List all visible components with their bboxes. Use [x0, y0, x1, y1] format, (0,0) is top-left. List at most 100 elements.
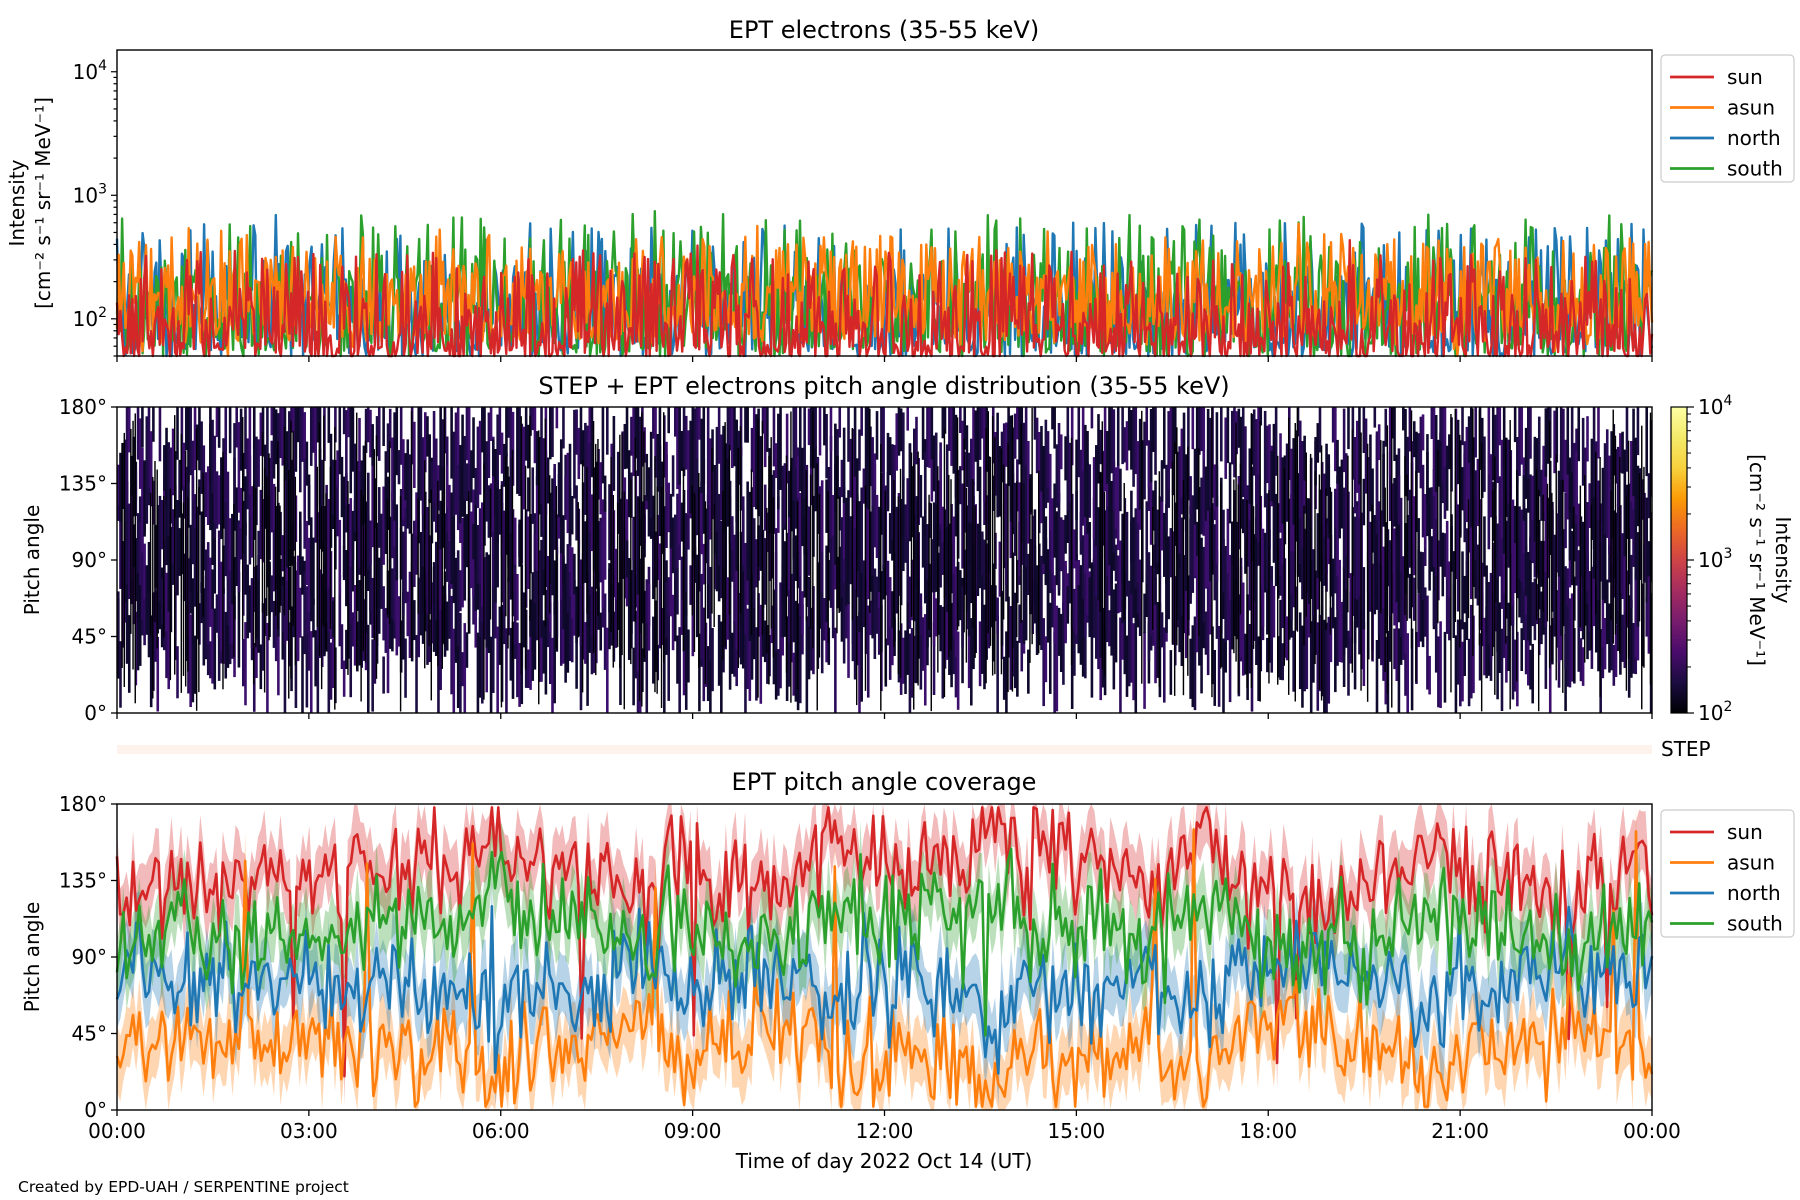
pad-heatmap-cell — [882, 565, 885, 600]
pad-heatmap-cell — [1601, 467, 1605, 523]
pad-heatmap-cell — [1200, 407, 1203, 452]
pad-heatmap-cell — [342, 476, 346, 578]
pad-heatmap-cell — [788, 470, 791, 518]
pad-heatmap-cell — [452, 431, 456, 517]
pad-heatmap-cell — [1141, 410, 1143, 684]
pad-heatmap-cell — [1084, 529, 1087, 638]
pad-heatmap-cell — [1421, 597, 1425, 648]
pad-heatmap-cell — [1173, 407, 1177, 455]
pad-heatmap-cell — [213, 521, 217, 594]
pad-heatmap-cell — [202, 472, 204, 617]
pad-heatmap-cell — [494, 449, 497, 515]
pad-heatmap-cell — [1395, 454, 1399, 537]
pad-heatmap-cell — [663, 612, 666, 713]
pad-heatmap-cell — [1097, 414, 1100, 484]
pad-heatmap-cell — [998, 446, 1002, 517]
pad-heatmap-cell — [1292, 630, 1295, 692]
pad-heatmap-cell — [1255, 419, 1258, 503]
pad-heatmap-cell — [1634, 437, 1638, 498]
pad-heatmap-cell — [1325, 622, 1328, 713]
pad-heatmap-cell — [209, 557, 212, 627]
pad-heatmap-cell — [1114, 467, 1118, 529]
pad-heatmap-cell — [895, 506, 899, 614]
pad-heatmap-cell — [456, 436, 460, 531]
pad-heatmap — [117, 407, 1653, 713]
step-strip-label: STEP — [1661, 737, 1711, 761]
pad-heatmap-cell — [548, 602, 552, 684]
pad-heatmap-cell — [138, 418, 142, 489]
pad-heatmap-cell — [884, 490, 886, 683]
pad-heatmap-cell — [1647, 575, 1651, 654]
pad-heatmap-cell — [577, 502, 579, 638]
pad-heatmap-cell — [1222, 638, 1225, 713]
pad-heatmap-cell — [772, 407, 776, 467]
pad-heatmap-cell — [1252, 506, 1255, 649]
pad-heatmap-cell — [491, 515, 495, 588]
pad-heatmap-cell — [340, 624, 344, 669]
pad-heatmap-cell — [809, 607, 813, 671]
pad-heatmap-cell — [1601, 643, 1605, 679]
pad-heatmap-cell — [910, 628, 914, 698]
pad-heatmap-cell — [1112, 589, 1116, 690]
pad-heatmap-cell — [1531, 582, 1534, 627]
pad-heatmap-cell — [855, 500, 858, 706]
pad-heatmap-cell — [285, 551, 289, 641]
pad-heatmap-cell — [478, 420, 482, 495]
pad-heatmap-cell — [1331, 407, 1335, 443]
pad-heatmap-cell — [680, 502, 684, 542]
pad-heatmap-cell — [1474, 470, 1477, 560]
pad-heatmap-cell — [647, 583, 651, 651]
pad-heatmap-cell — [676, 493, 679, 568]
coverage-x-tick-label: 00:00 — [88, 1119, 146, 1143]
pad-heatmap-cell — [1009, 606, 1013, 690]
pad-heatmap-cell — [518, 523, 521, 567]
pad-heatmap-cell — [1257, 407, 1260, 475]
pad-heatmap-cell — [1360, 432, 1362, 691]
pad-heatmap-cell — [489, 636, 493, 713]
pad-heatmap-cell — [1597, 480, 1600, 520]
pad-heatmap-cell — [377, 407, 381, 461]
pad-heatmap-cell — [527, 649, 530, 688]
pad-heatmap-cell — [1022, 472, 1026, 556]
pad-heatmap-cell — [1625, 495, 1628, 691]
pad-heatmap-cell — [1603, 503, 1607, 604]
pad-heatmap-cell — [750, 427, 754, 473]
pad-heatmap-cell — [1230, 410, 1234, 465]
pad-heatmap-cell — [538, 430, 540, 705]
pad-heatmap-cell — [334, 427, 336, 710]
pad-heatmap-cell — [325, 493, 327, 650]
pad-heatmap-cell — [1114, 583, 1118, 663]
pad-heatmap-cell — [794, 600, 798, 702]
pad-heatmap-cell — [669, 493, 673, 549]
pad-heatmap-cell — [160, 578, 164, 625]
pad-heatmap-cell — [1614, 624, 1618, 677]
pad-heatmap-cell — [1529, 649, 1532, 690]
pad-heatmap-cell — [636, 407, 640, 476]
pad-heatmap-cell — [237, 422, 241, 513]
pad-heatmap-cell — [1419, 551, 1423, 642]
pad-heatmap-cell — [834, 627, 837, 713]
pad-heatmap-cell — [551, 637, 554, 713]
pad-heatmap-cell — [1564, 566, 1567, 670]
pad-heatmap-cell — [838, 496, 840, 613]
pad-heatmap-cell — [535, 431, 539, 486]
pad-heatmap-cell — [248, 585, 252, 633]
pad-heatmap-cell — [654, 456, 656, 693]
pad-heatmap-cell — [1180, 604, 1184, 666]
pad-y-tick-label: 0° — [84, 701, 107, 725]
pad-heatmap-cell — [1011, 415, 1014, 692]
pad-heatmap-cell — [978, 407, 982, 460]
pad-heatmap-cell — [296, 555, 300, 662]
pad-heatmap-cell — [1095, 539, 1098, 598]
pad-heatmap-cell — [542, 620, 545, 674]
pad-heatmap-cell — [171, 510, 175, 564]
pad-heatmap-cell — [827, 627, 831, 665]
pad-heatmap-cell — [855, 458, 859, 512]
pad-heatmap-cell — [1042, 463, 1045, 564]
pad-heatmap-cell — [1621, 614, 1624, 662]
pad-heatmap-cell — [641, 412, 643, 707]
pad-heatmap-cell — [1445, 563, 1449, 634]
pad-heatmap-cell — [1452, 551, 1456, 638]
pad-heatmap-cell — [864, 407, 868, 507]
